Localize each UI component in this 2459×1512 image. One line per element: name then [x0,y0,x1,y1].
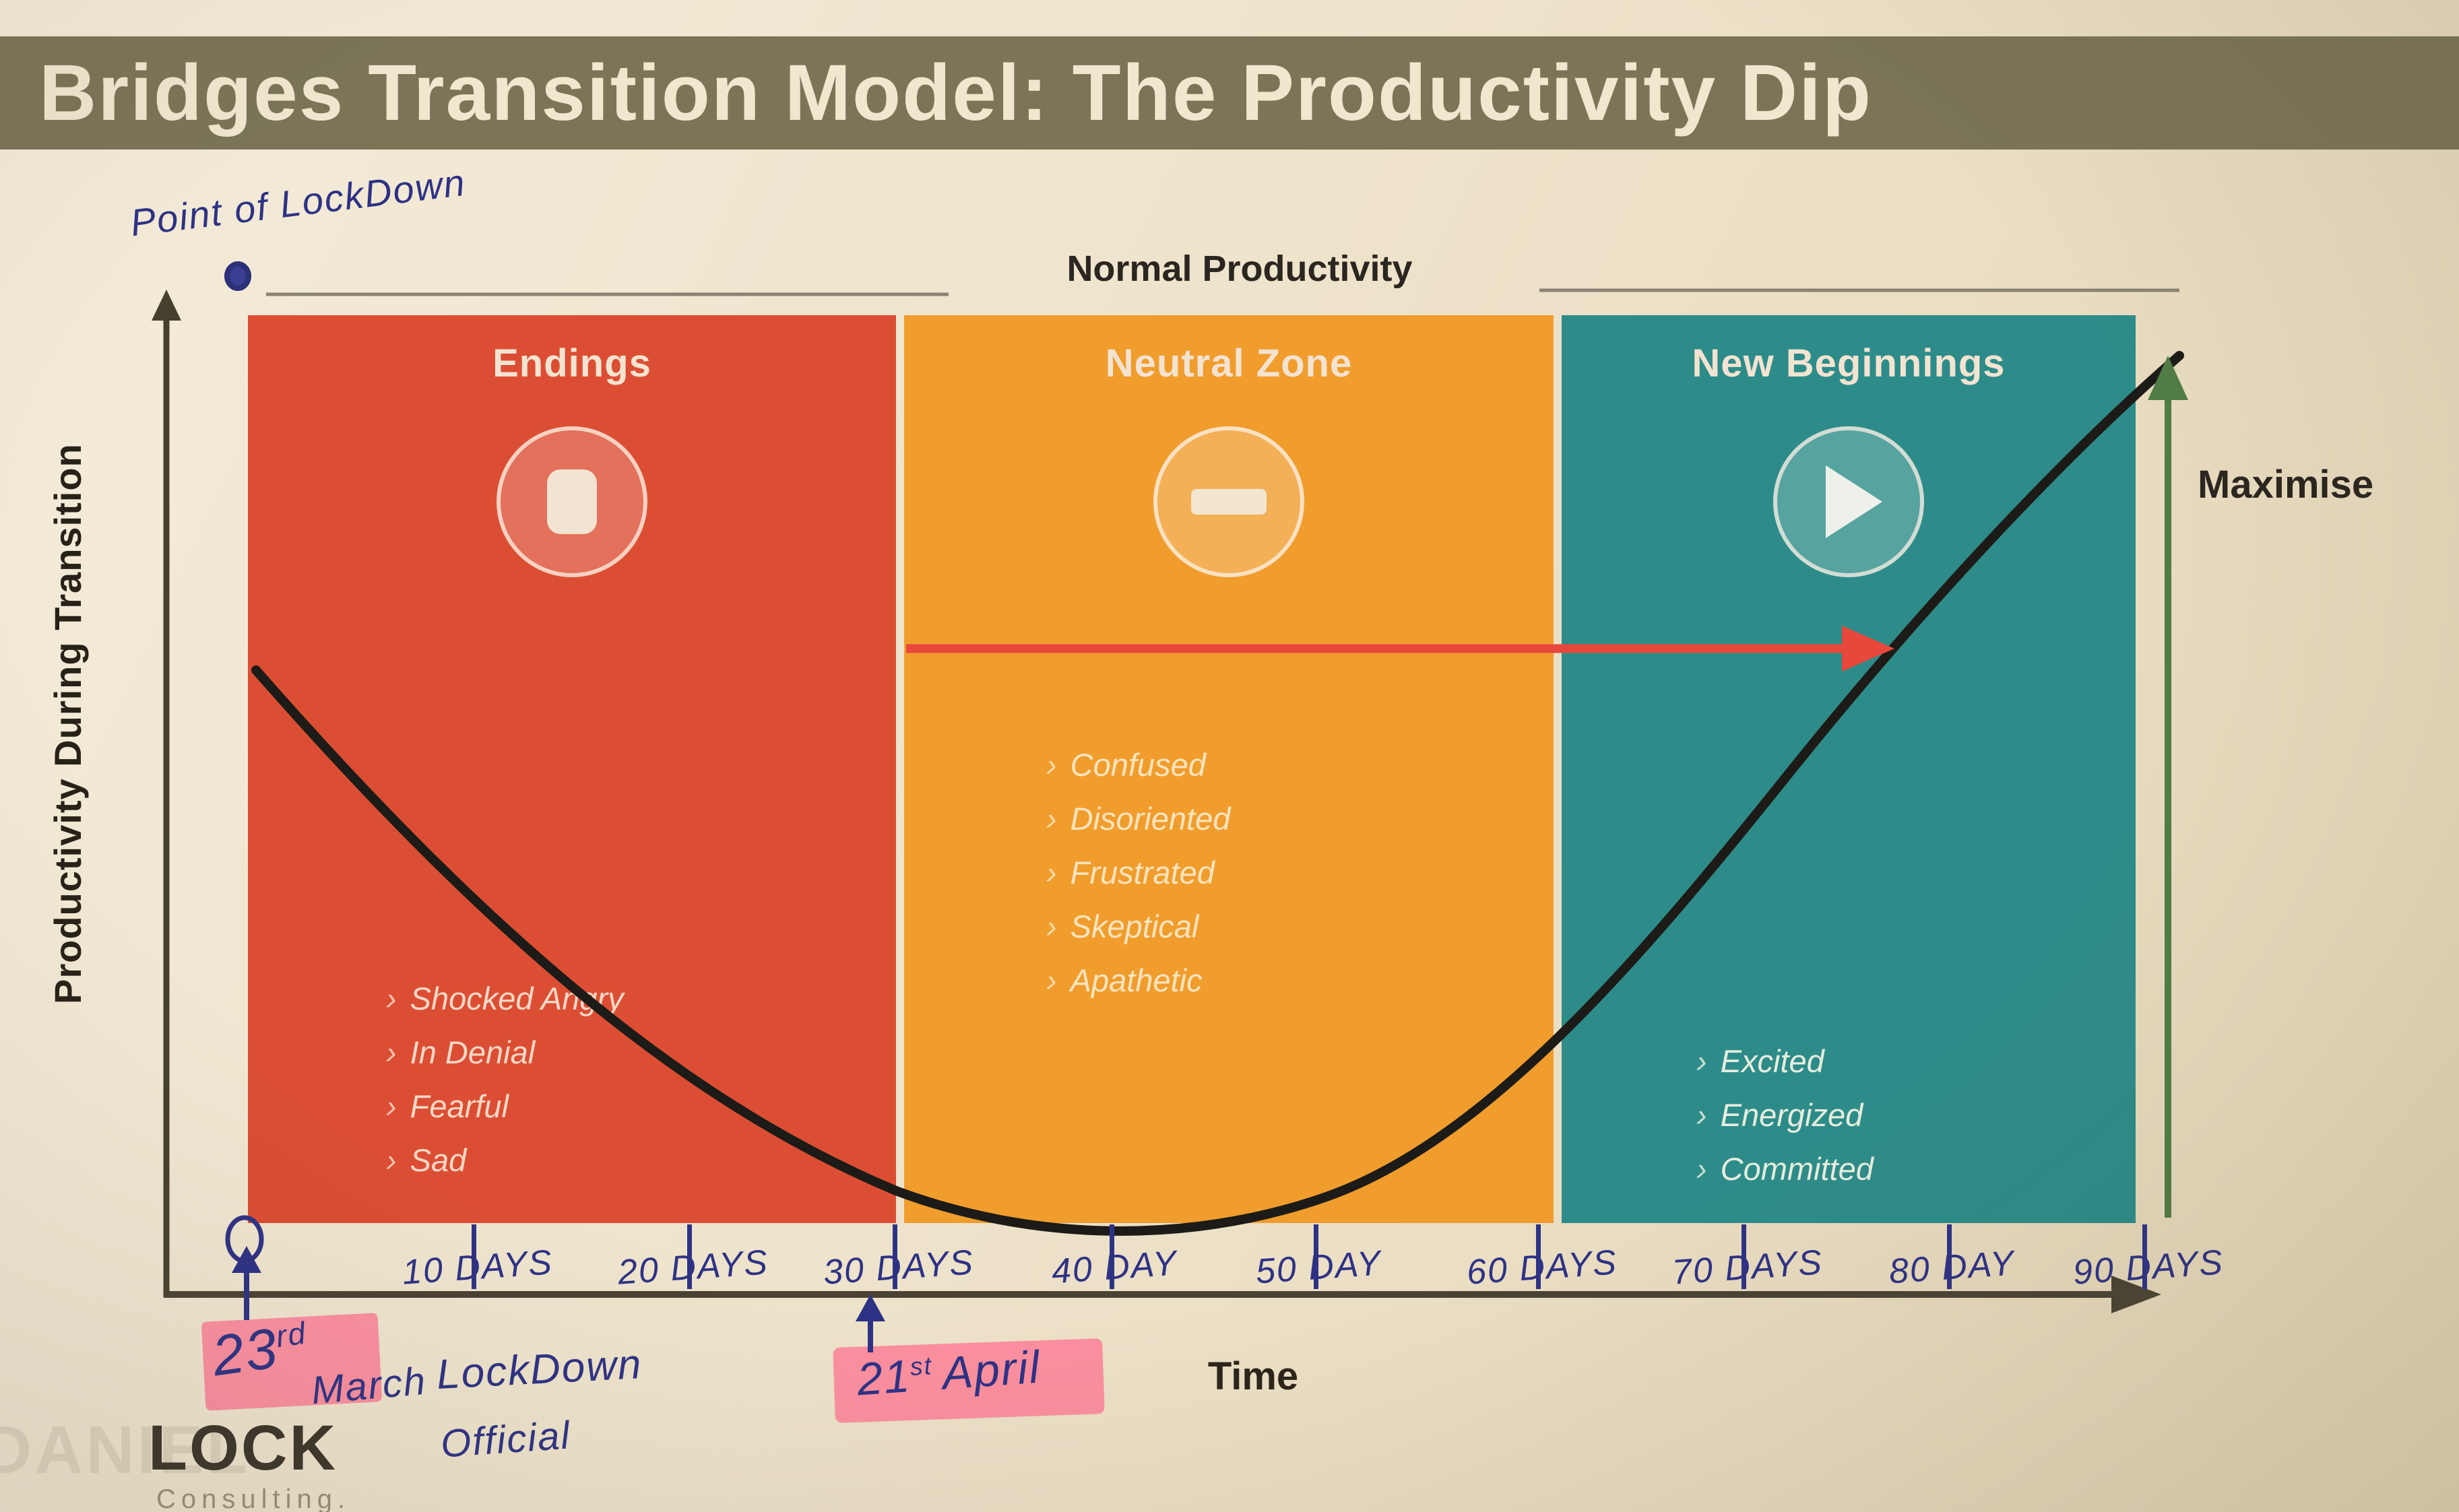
minus-icon [1153,426,1304,577]
list-item-label: Excited [1720,1043,1824,1079]
x-axis [164,1276,2161,1313]
list-item: › Energized [1696,1088,1874,1142]
lock-logo-tagline: Consulting. [156,1484,351,1512]
zone-endings-list: › Shocked Angry › In Denial › Fearful › Sad [386,972,624,1187]
bullet-icon: › [386,1142,397,1178]
list-item-label: Skeptical [1070,909,1199,944]
y-axis [152,290,181,1297]
list-item-label: In Denial [410,1034,536,1070]
stop-glyph [547,469,597,534]
march-ordinal: rd [274,1315,309,1354]
minimise-arrow [906,626,1894,671]
bullet-icon: › [386,1088,397,1124]
bullet-icon: › [386,981,397,1016]
tick-stroke [893,1224,897,1289]
list-item: › Skeptical [1046,900,1230,954]
list-item: › Apathetic [1046,954,1230,1008]
tick-stroke [2142,1224,2147,1289]
list-item-label: Frustrated [1070,855,1215,890]
list-item: › Sad [386,1133,624,1187]
tick-stroke [687,1224,692,1289]
tick-stroke [1742,1224,1746,1289]
bullet-icon: › [1696,1151,1707,1187]
list-item: › Excited [1696,1034,1874,1088]
march-date-note: 23rd [208,1311,313,1389]
april-month: April [940,1341,1043,1400]
april-day: 21 [855,1350,913,1406]
list-item: › Frustrated [1046,846,1230,900]
tick-stroke [472,1224,476,1289]
list-item: › Disoriented [1046,792,1230,846]
page-title: Bridges Transition Model: The Productivi… [39,48,1873,137]
x-axis-label: Time [1207,1354,1299,1398]
bullet-icon: › [1046,962,1057,998]
tick-stroke [1947,1224,1952,1289]
tick-stroke [1110,1224,1114,1289]
lock-logo: LOCK [148,1412,338,1484]
list-item: › Committed [1696,1142,1874,1196]
zone-new-beginnings-panel: New Beginnings › Excited › Energized › Comm… [1562,315,2136,1223]
list-item-label: Fearful [410,1088,509,1124]
zone-neutral-list: › Confused › Disoriented › Frustrated › Skep… [1046,738,1230,1008]
list-item-label: Sad [410,1142,467,1178]
list-item-label: Confused [1070,747,1206,783]
bullet-icon: › [1046,747,1057,783]
lockdown-note-line2: Official [439,1413,573,1466]
normal-productivity-label: Normal Productivity [1066,249,1413,289]
stop-icon [497,426,647,577]
productivity-dip-curve [251,351,2184,1236]
zone-endings-title: Endings [492,341,651,385]
bullet-icon: › [1696,1097,1707,1133]
minus-glyph [1191,489,1267,515]
list-item-label: Energized [1720,1097,1863,1133]
zone-new-beginnings-title: New Beginnings [1692,341,2006,385]
list-item: › Confused [1046,738,1230,792]
april-ordinal: st [909,1351,934,1381]
zone-neutral-panel: Neutral Zone › Confused › Disoriented › Fru… [904,315,1554,1223]
list-item-label: Apathetic [1070,962,1203,998]
april-up-arrow [856,1294,885,1352]
zone-new-beginnings-list: › Excited › Energized › Committed [1696,1034,1874,1196]
daniel-watermark: DANIEL [0,1412,251,1488]
lockdown-point-dot [224,261,251,291]
bullet-icon: › [1046,801,1057,836]
maximise-label: Maximise [2198,463,2374,506]
normal-productivity-lines [266,288,2179,296]
bullet-icon: › [1046,909,1057,944]
bullet-icon: › [1696,1043,1707,1079]
list-item: › Fearful [386,1080,624,1133]
list-item-label: Disoriented [1070,801,1231,836]
tick-stroke [1314,1224,1318,1289]
list-item: › In Denial [386,1026,624,1080]
march-day: 23 [208,1315,282,1388]
handdrawn-zero-marker [225,1215,264,1320]
zone-neutral-title: Neutral Zone [1105,341,1353,385]
play-icon [1773,426,1924,577]
zone-endings-panel: Endings › Shocked Angry › In Denial › Fearf… [248,315,896,1223]
bullet-icon: › [386,1034,397,1070]
tick-stroke [1536,1224,1541,1289]
list-item-label: Committed [1720,1151,1874,1187]
maximise-arrow [2148,356,2188,1218]
bullet-icon: › [1046,855,1057,890]
play-glyph [1826,465,1882,538]
title-bar: Bridges Transition Model: The Productivi… [0,36,2459,150]
